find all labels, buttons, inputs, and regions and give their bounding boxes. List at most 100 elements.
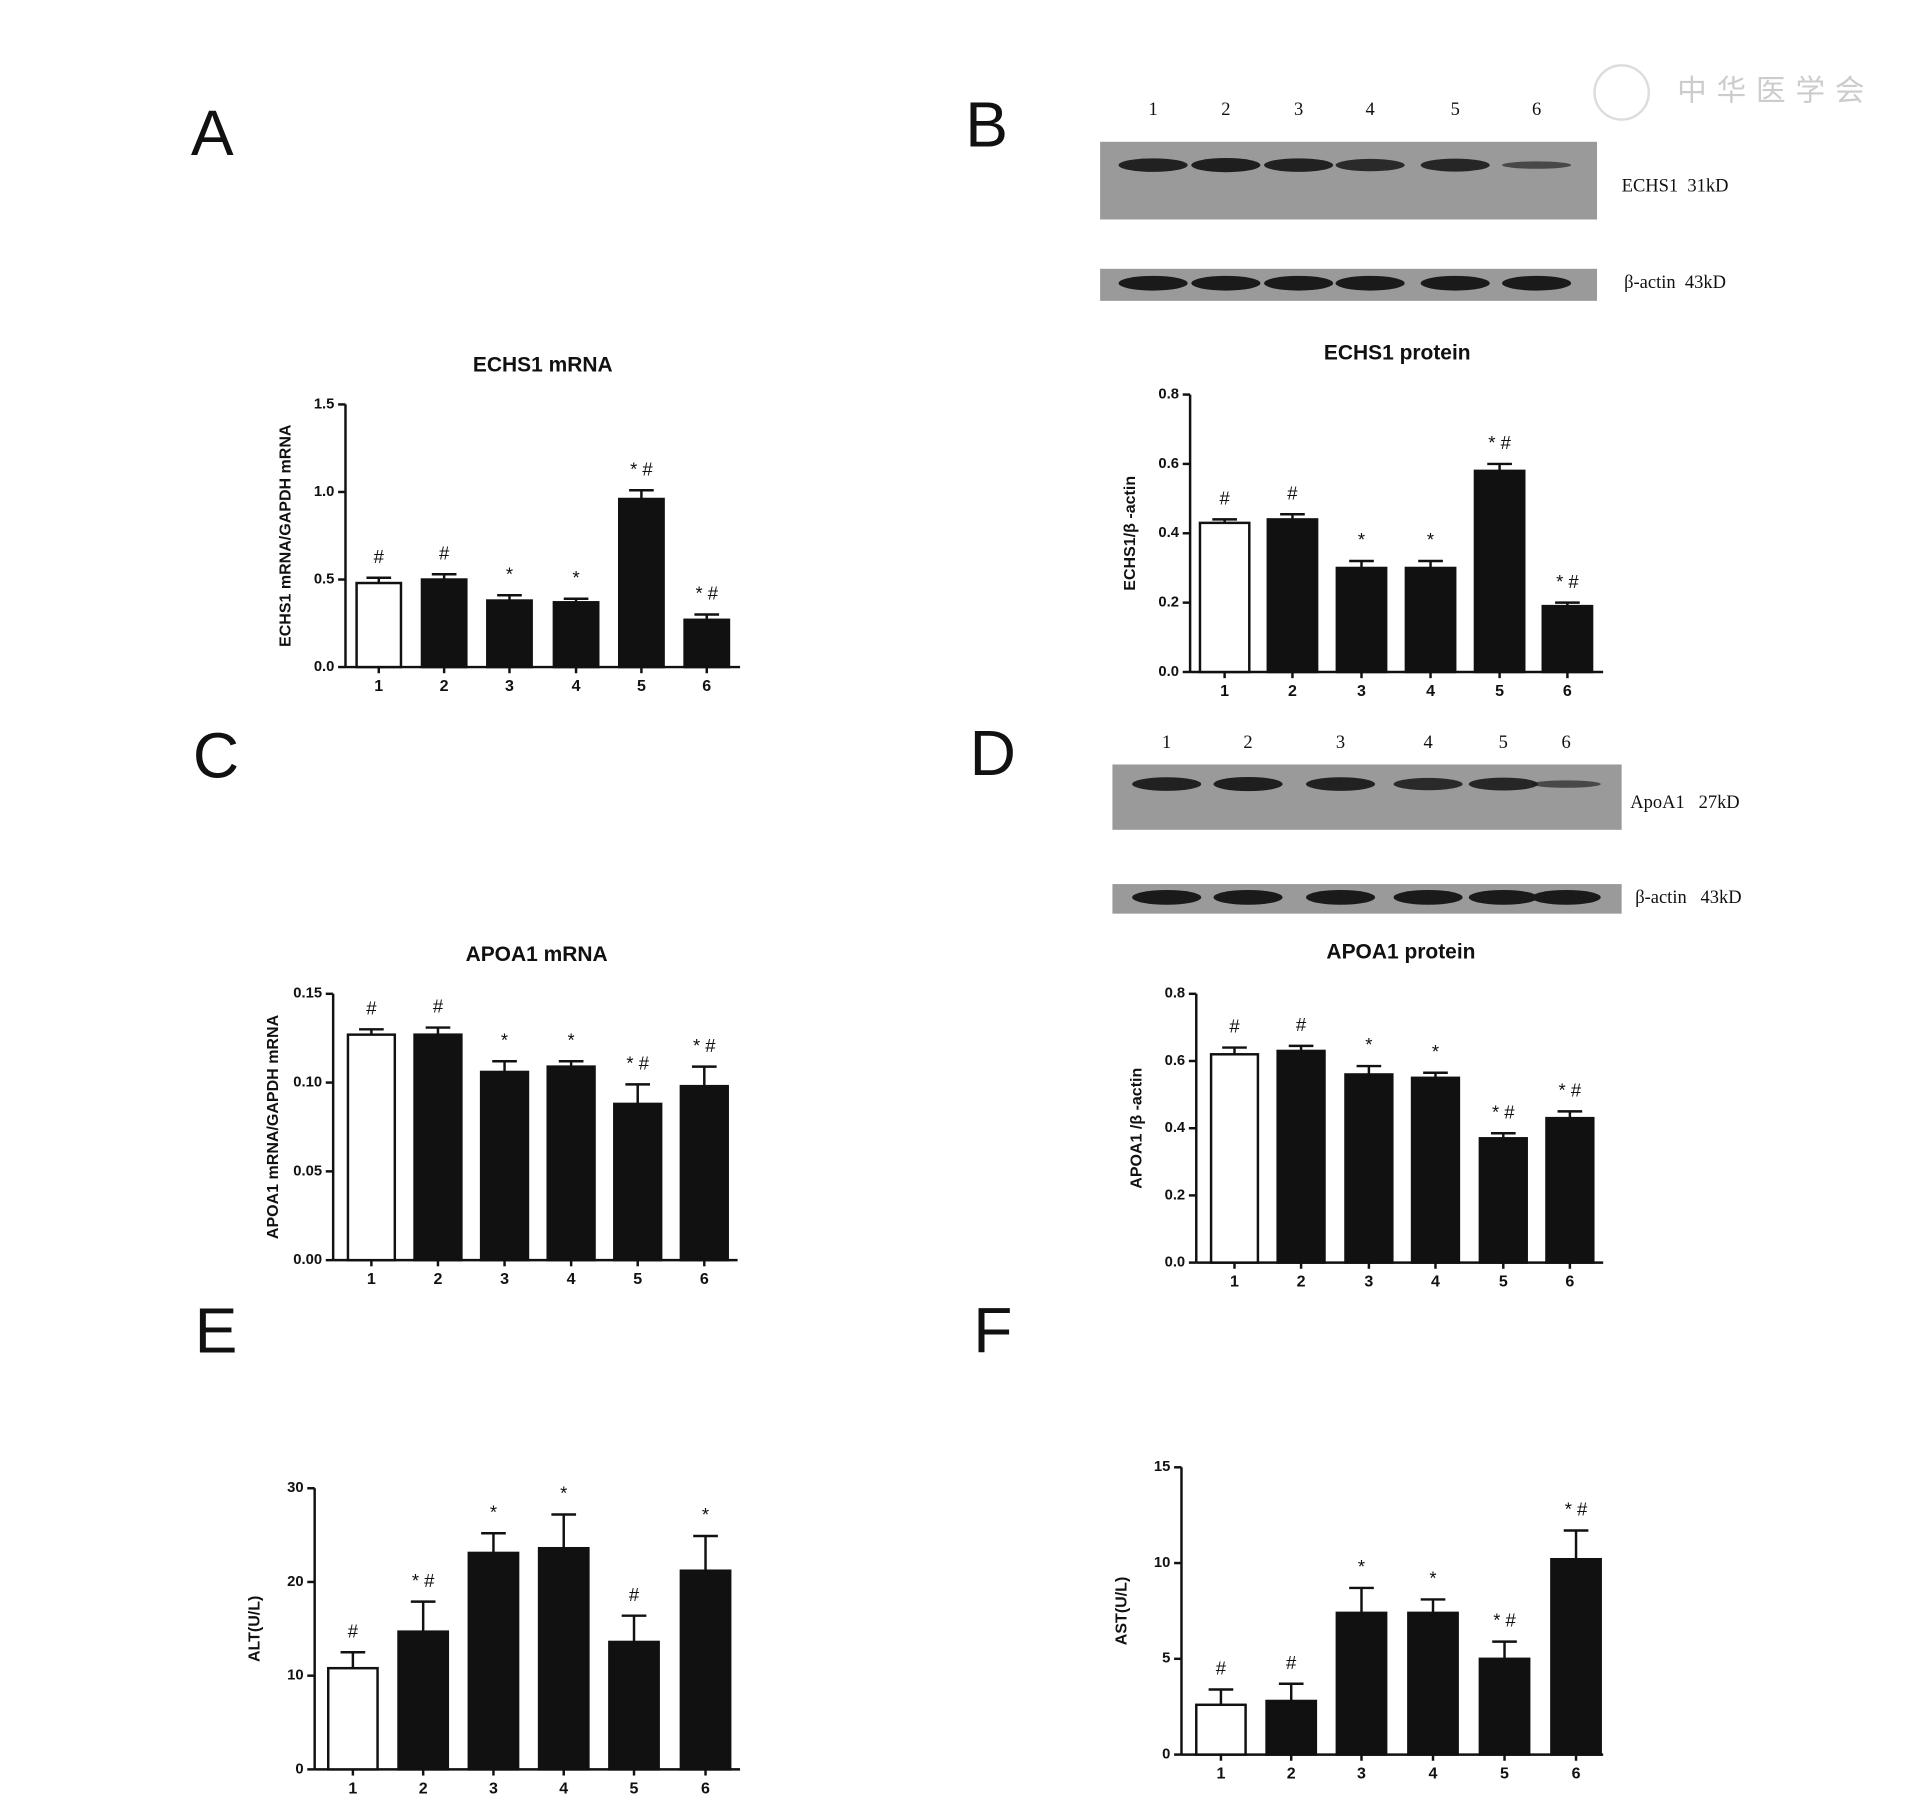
panel-letter: F xyxy=(973,1294,1012,1366)
bar xyxy=(1335,566,1388,674)
bar xyxy=(346,1033,397,1262)
band-label: β-actin 43kD xyxy=(1624,272,1726,292)
y-tick-label: 0.6 xyxy=(1165,1053,1186,1069)
x-tick-label: 6 xyxy=(1572,1765,1581,1783)
bar xyxy=(679,1569,732,1771)
bar xyxy=(467,1551,520,1771)
bar-annotation: * xyxy=(702,1504,709,1525)
x-tick-label: 6 xyxy=(1565,1273,1574,1291)
chart-title: ECHS1 protein xyxy=(1324,341,1471,364)
bar-annotation: * xyxy=(506,563,513,584)
bar xyxy=(1344,1073,1394,1264)
y-axis-label: APOA1 /β -actin xyxy=(1127,1068,1145,1189)
y-tick-label: 0.4 xyxy=(1158,525,1179,541)
bar xyxy=(608,1640,660,1771)
blot-band xyxy=(1468,889,1538,905)
y-tick-label: 1.5 xyxy=(314,396,335,412)
bar-annotation: # xyxy=(366,997,377,1018)
lane-label: 6 xyxy=(1562,732,1571,752)
x-tick-label: 2 xyxy=(419,1779,428,1797)
blot-band xyxy=(1420,275,1490,291)
bar xyxy=(1276,1049,1326,1264)
bar xyxy=(1410,1076,1461,1264)
x-tick-label: 5 xyxy=(1495,682,1504,700)
bar-annotation: * xyxy=(490,1501,497,1522)
bar-annotation: # xyxy=(439,542,450,563)
panel-letter: B xyxy=(965,88,1008,160)
bar-annotation: * # xyxy=(1559,1080,1582,1101)
blot-band xyxy=(1393,889,1463,905)
bar-annotation: # xyxy=(1216,1658,1227,1679)
y-tick-label: 0.00 xyxy=(293,1252,322,1268)
y-tick-label: 15 xyxy=(1154,1459,1170,1475)
bar xyxy=(679,1084,729,1262)
bar-annotation: # xyxy=(1219,488,1230,509)
bar-annotation: * # xyxy=(1488,432,1511,453)
x-tick-label: 5 xyxy=(1499,1273,1508,1291)
y-tick-label: 0.0 xyxy=(314,659,335,675)
blot-band xyxy=(1132,777,1202,791)
bar-annotation: # xyxy=(374,546,385,567)
x-tick-label: 6 xyxy=(702,677,711,695)
lane-label: 5 xyxy=(1451,99,1460,119)
bar-annotation: * # xyxy=(626,1053,649,1074)
panel-letter: E xyxy=(195,1294,238,1366)
x-tick-label: 3 xyxy=(500,1270,509,1288)
x-tick-label: 1 xyxy=(348,1779,357,1797)
bar xyxy=(1478,1137,1528,1264)
bar xyxy=(1407,1611,1459,1756)
x-tick-label: 2 xyxy=(434,1270,443,1288)
bar-annotation: # xyxy=(348,1620,359,1641)
y-tick-label: 0.2 xyxy=(1165,1187,1186,1203)
bar-annotation: * # xyxy=(1556,571,1579,592)
blot-band xyxy=(1118,275,1188,291)
bar-annotation: * xyxy=(572,567,579,588)
y-tick-label: 0.0 xyxy=(1165,1255,1186,1271)
bar-annotation: * # xyxy=(695,583,718,604)
lane-label: 3 xyxy=(1294,99,1303,119)
lane-label: 6 xyxy=(1532,99,1541,119)
bar xyxy=(1545,1116,1595,1264)
blot-band xyxy=(1213,889,1283,905)
blot-band xyxy=(1531,889,1601,905)
blot-band xyxy=(1306,889,1376,905)
y-tick-label: 0.5 xyxy=(314,571,335,587)
bar xyxy=(1209,1053,1260,1264)
bar xyxy=(1335,1611,1388,1756)
blot-band xyxy=(1191,275,1261,291)
y-tick-label: 10 xyxy=(287,1668,303,1684)
blot-band xyxy=(1335,275,1405,291)
blot-band xyxy=(1213,776,1283,792)
blot-band xyxy=(1393,777,1463,791)
y-tick-label: 0.2 xyxy=(1158,595,1179,611)
panel-letter: C xyxy=(193,720,239,792)
y-axis-label: AST(U/L) xyxy=(1113,1577,1131,1645)
lane-label: 1 xyxy=(1148,99,1157,119)
y-tick-label: 0.0 xyxy=(1158,664,1179,680)
band-label: ApoA1 27kD xyxy=(1630,792,1739,812)
y-tick-label: 0 xyxy=(1162,1746,1170,1762)
bar-annotation: * xyxy=(1365,1034,1372,1055)
band-label: β-actin 43kD xyxy=(1635,887,1741,907)
y-tick-label: 0.8 xyxy=(1165,986,1186,1002)
x-tick-label: 5 xyxy=(1500,1765,1509,1783)
x-tick-label: 1 xyxy=(1216,1765,1225,1783)
x-tick-label: 3 xyxy=(489,1779,498,1797)
blot-band xyxy=(1118,158,1188,172)
bar xyxy=(355,581,403,669)
bar xyxy=(420,578,468,669)
x-tick-label: 6 xyxy=(701,1779,710,1797)
bar-annotation: * # xyxy=(412,1570,435,1591)
bar xyxy=(613,1102,663,1262)
bar xyxy=(413,1033,463,1262)
bar xyxy=(683,618,731,669)
bar xyxy=(326,1666,379,1771)
bar-annotation: * xyxy=(568,1029,575,1050)
blot-band xyxy=(1468,777,1538,791)
lane-label: 2 xyxy=(1221,99,1230,119)
bar-annotation: # xyxy=(433,996,444,1017)
x-tick-label: 1 xyxy=(367,1270,376,1288)
y-tick-label: 0.05 xyxy=(293,1163,322,1179)
x-tick-label: 3 xyxy=(1364,1273,1373,1291)
